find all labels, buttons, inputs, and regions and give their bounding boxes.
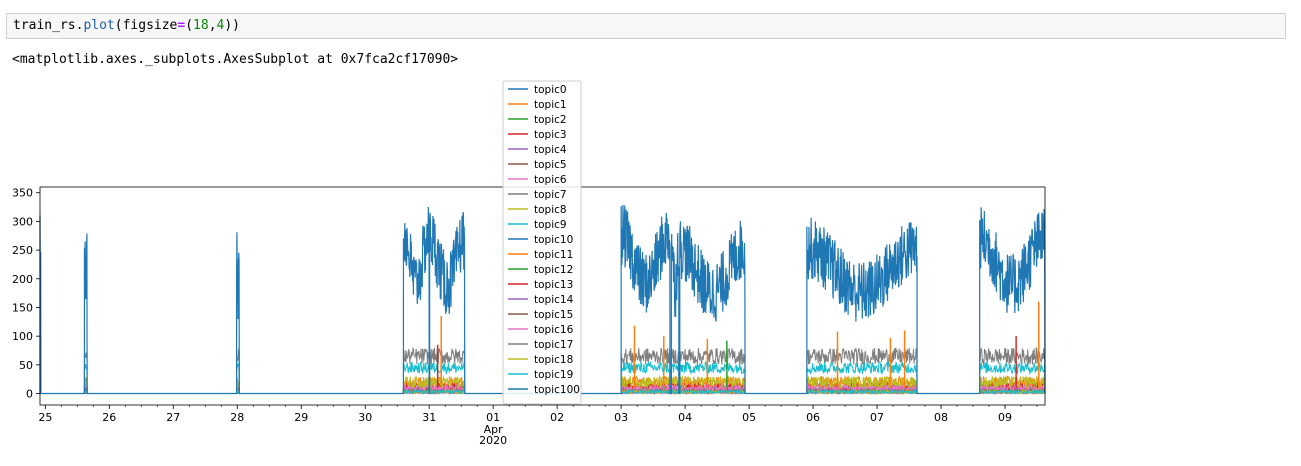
legend-label-topic15: topic15 — [534, 309, 573, 321]
plot-area — [39, 204, 1046, 396]
x-tick-label: 08 — [934, 411, 948, 424]
legend-label-topic14: topic14 — [534, 294, 574, 306]
x-tick-label: 05 — [742, 411, 756, 424]
legend-label-topic5: topic5 — [534, 159, 567, 171]
legend-label-topic10: topic10 — [534, 234, 573, 246]
x-tick-label: 03 — [614, 411, 628, 424]
legend-label-topic11: topic11 — [534, 249, 573, 261]
legend-label-topic4: topic4 — [534, 144, 567, 156]
code-cell-input[interactable]: train_rs.plot(figsize=(18,4)) — [6, 13, 1286, 39]
code-line[interactable]: train_rs.plot(figsize=(18,4)) — [13, 18, 240, 33]
code-dot: . — [75, 18, 84, 33]
y-tick-label: 200 — [12, 273, 33, 286]
y-tick-label: 150 — [12, 301, 33, 314]
x-tick-label: 09 — [998, 411, 1012, 424]
series-line-topic9 — [39, 360, 1046, 395]
series-line-topic100 — [39, 204, 1046, 395]
cell-output-text: <matplotlib.axes._subplots.AxesSubplot a… — [12, 52, 459, 67]
y-tick-label: 100 — [12, 330, 33, 343]
legend-label-topic8: topic8 — [534, 204, 567, 216]
legend-label-topic0: topic0 — [534, 84, 567, 96]
code-tuple-open: ( — [185, 18, 194, 33]
legend-label-topic100: topic100 — [534, 384, 580, 396]
series-line-topic7 — [39, 347, 1046, 395]
code-comma: , — [208, 18, 217, 33]
x-tick-sublabel: Apr — [484, 423, 504, 436]
legend-label-topic7: topic7 — [534, 189, 567, 201]
legend-label-topic13: topic13 — [534, 279, 573, 291]
x-tick-label: 25 — [38, 411, 52, 424]
code-open-paren: ( — [114, 18, 123, 33]
y-tick-label: 350 — [12, 187, 33, 200]
series-line-topic19 — [39, 388, 1046, 396]
y-tick-label: 250 — [12, 244, 33, 257]
code-variable: train_rs — [13, 18, 76, 33]
legend: topic0 topic1 topic2 topic3 topic4 topic5 topi… — [502, 80, 582, 405]
code-close-parens: )) — [224, 18, 241, 33]
legend-label-topic16: topic16 — [534, 324, 574, 336]
x-tick-label: 27 — [166, 411, 180, 424]
x-tick-label: 26 — [102, 411, 116, 424]
x-tick-label: 01 — [486, 411, 500, 424]
x-tick-label: 28 — [230, 411, 244, 424]
legend-label-topic17: topic17 — [534, 339, 573, 351]
legend-box — [502, 80, 582, 405]
legend-label-topic9: topic9 — [534, 219, 567, 231]
legend-label-topic2: topic2 — [534, 114, 567, 126]
x-tick-label: 02 — [550, 411, 564, 424]
legend-label-topic19: topic19 — [534, 369, 573, 381]
x-tick-label: 06 — [806, 411, 820, 424]
code-method: plot — [83, 18, 115, 33]
legend-label-topic12: topic12 — [534, 264, 573, 276]
legend-label-topic3: topic3 — [534, 129, 567, 141]
x-tick-label: 07 — [870, 411, 884, 424]
series-line-topic8 — [39, 374, 1046, 395]
legend-label-topic6: topic6 — [534, 174, 567, 186]
x-tick-sublabel: 2020 — [479, 434, 507, 447]
legend-label-topic18: topic18 — [534, 354, 573, 366]
legend-label-topic1: topic1 — [534, 99, 567, 111]
code-keyword-arg: figsize — [122, 18, 178, 33]
code-number-width: 18 — [193, 18, 209, 33]
y-tick-label: 0 — [26, 388, 33, 401]
x-tick-label: 04 — [678, 411, 692, 424]
code-number-height: 4 — [216, 18, 225, 33]
x-tick-label: 29 — [294, 411, 308, 424]
y-tick-label: 300 — [12, 215, 33, 228]
x-tick-label: 31 — [422, 411, 436, 424]
code-equals: = — [177, 18, 186, 33]
y-tick-label: 50 — [19, 359, 33, 372]
x-tick-label: 30 — [358, 411, 372, 424]
